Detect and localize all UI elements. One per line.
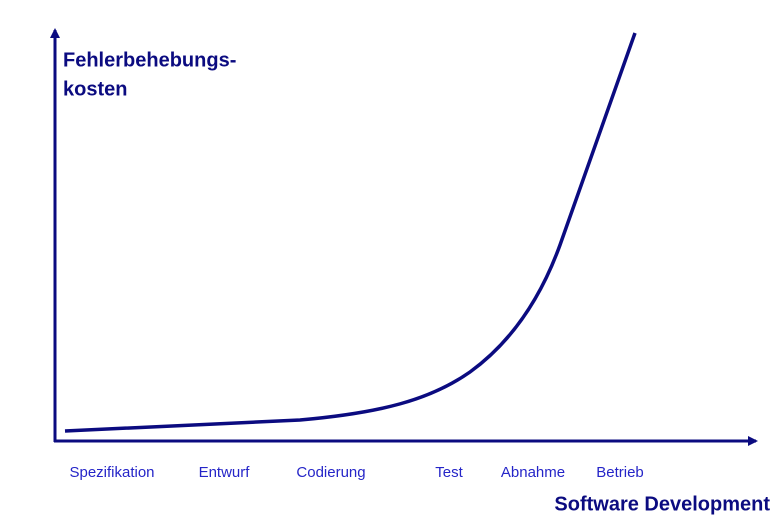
phase-label: Test	[435, 464, 463, 481]
phase-label: Spezifikation	[69, 464, 154, 481]
phase-label: Codierung	[296, 464, 365, 481]
x-axis-title: Software Development	[554, 493, 770, 515]
phase-label: Abnahme	[501, 464, 565, 481]
cost-curve	[64, 32, 637, 433]
y-axis-title: kosten	[63, 78, 127, 100]
phase-label: Entwurf	[199, 464, 251, 481]
y-axis-title: Fehlerbehebungs-	[63, 49, 236, 71]
phase-label: Betrieb	[596, 464, 644, 481]
